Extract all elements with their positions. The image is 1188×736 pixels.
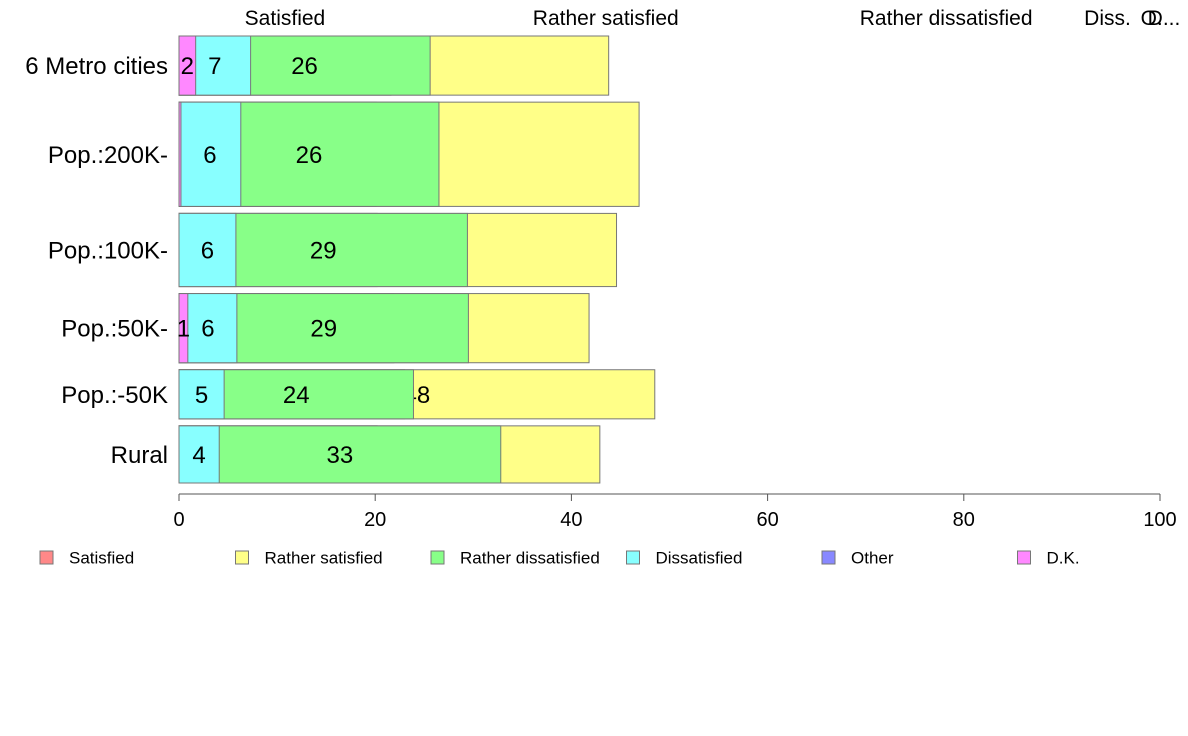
- x-tick-label: 20: [364, 509, 386, 531]
- segment-value-label: 26: [291, 53, 318, 80]
- legend-swatch: [430, 550, 445, 565]
- legend-item-rather-dissatisfied: Rather dissatisfied: [430, 549, 600, 568]
- legend-label: Satisfied: [69, 549, 134, 568]
- bar-segment-dissatisfied: [178, 369, 225, 420]
- row-label: Rural: [111, 442, 168, 469]
- x-axis: 0 20 40 60 80 100: [173, 493, 1177, 531]
- segment-value-label: 2: [181, 53, 194, 80]
- legend: Satisfied Rather satisfied Rather dissatis…: [39, 549, 1080, 568]
- column-label: Diss.: [1084, 7, 1131, 30]
- bar-row-pop-200k: 2047266: [178, 101, 640, 207]
- column-label: O.: [1141, 7, 1163, 30]
- row-label: Pop.:50K-: [61, 316, 168, 343]
- bar-row-pop-100k: 2045296: [178, 212, 618, 288]
- legend-label: Dissatisfied: [656, 549, 743, 568]
- legend-label: D.K.: [1047, 549, 1080, 568]
- row-labels: 6 Metro cities Pop.:200K- Pop.:100K- Pop.:5…: [25, 53, 168, 469]
- bar-segment-dissatisfied: [178, 212, 237, 288]
- segment-value-label: 26: [296, 142, 323, 169]
- bar-row-rural: 2043334: [178, 425, 601, 484]
- legend-label: Other: [851, 549, 894, 568]
- segment-value-label: 4: [192, 442, 205, 469]
- x-tick-label: 60: [756, 509, 778, 531]
- x-tick-label: 40: [560, 509, 582, 531]
- column-label: Rather satisfied: [533, 7, 679, 30]
- segment-value-label: 5: [195, 382, 208, 409]
- bar-segment-d-k: [178, 293, 189, 364]
- x-tick-label: 0: [173, 509, 184, 531]
- row-label: Pop.:200K-: [48, 142, 168, 169]
- bar-row-pop-50k: 2348245: [178, 369, 656, 420]
- legend-swatch: [235, 550, 249, 565]
- legend-swatch: [821, 550, 836, 565]
- segment-value-label: 29: [310, 316, 337, 343]
- legend-item-satisfied: Satisfied: [39, 549, 134, 568]
- segment-value-label: 6: [201, 316, 214, 343]
- bar-row-pop-50k: 22422961: [177, 293, 590, 364]
- legend-label: Rather dissatisfied: [460, 549, 600, 568]
- legend-item-other: Other: [821, 549, 894, 568]
- legend-swatch: [1017, 550, 1031, 565]
- column-label: Satisfied: [245, 7, 326, 30]
- bar-segment-dissatisfied: [178, 293, 238, 364]
- bar-row-6-metro-cities: 22442672: [178, 35, 610, 96]
- segment-value-label: 24: [283, 382, 310, 409]
- legend-item-d-k: D.K.: [1017, 549, 1080, 568]
- column-label: Rather dissatisfied: [860, 7, 1033, 30]
- segment-value-label: 29: [310, 237, 337, 264]
- x-tick-label: 100: [1143, 509, 1176, 531]
- segment-value-label: 1: [177, 316, 190, 343]
- legend-swatch: [39, 550, 54, 565]
- bar-segment-dissatisfied: [178, 425, 220, 484]
- legend-item-rather-satisfied: Rather satisfied: [235, 549, 383, 568]
- bar-segment-dissatisfied: [178, 101, 242, 207]
- segment-value-label: 33: [327, 442, 354, 469]
- column-labels: Satisfied Rather satisfied Rather dissatis…: [245, 7, 1181, 30]
- bar-segment-d-k: [178, 35, 197, 96]
- row-label: 6 Metro cities: [25, 53, 168, 80]
- column-label: D...: [1148, 7, 1181, 30]
- row-label: Pop.:100K-: [48, 237, 168, 264]
- legend-item-dissatisfied: Dissatisfied: [626, 549, 743, 568]
- bar-segment-d-k: [178, 101, 182, 207]
- segment-value-label: 6: [201, 237, 214, 264]
- bars: 2244267220472662045296224229612348245204…: [177, 35, 656, 484]
- legend-swatch: [626, 550, 640, 565]
- legend-label: Rather satisfied: [265, 549, 383, 568]
- segment-value-label: 7: [208, 53, 221, 80]
- segment-value-label: 6: [203, 142, 216, 169]
- x-tick-label: 80: [953, 509, 975, 531]
- row-label: Pop.:-50K: [61, 382, 168, 409]
